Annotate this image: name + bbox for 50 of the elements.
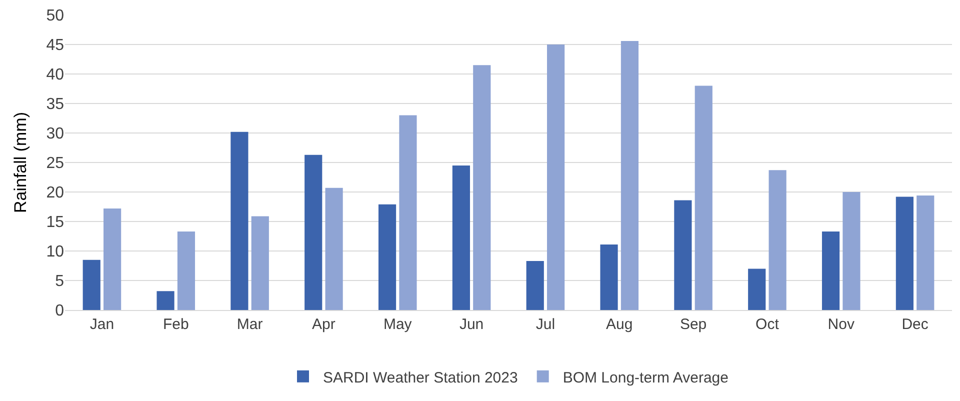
x-tick-label: Sep [680,316,707,333]
y-tick-label: 20 [46,184,64,202]
bar [822,232,840,310]
bar [526,261,544,310]
bar [156,291,174,310]
x-tick-label: Apr [312,316,336,333]
y-tick-label: 30 [46,126,64,143]
bar [399,115,417,310]
y-axis-title: Rainfall (mm) [10,112,30,214]
y-tick-label: 15 [46,214,64,232]
bar [600,244,618,310]
bar [694,86,712,310]
bar [748,268,766,310]
legend-label: SARDI Weather Station 2023 [323,369,518,386]
bar [473,65,491,310]
bar [452,165,470,310]
x-tick-label: Feb [162,316,189,333]
bar [177,232,196,310]
x-tick-label: Jun [459,316,484,333]
y-tick-label: 45 [46,37,64,54]
y-tick-label: 5 [55,273,64,290]
y-tick-label: 40 [46,66,64,84]
bar [230,132,248,310]
bar [325,188,343,310]
y-tick-label: 50 [46,8,64,25]
bar [896,196,914,310]
x-tick-label: Oct [756,316,780,333]
bar [104,208,122,310]
y-tick-label: 10 [46,244,64,261]
bar [620,40,639,310]
y-tick-label: 0 [55,302,64,320]
x-tick-label: Jan [90,316,114,333]
x-tick-label: Dec [902,316,929,333]
bar [304,154,322,310]
x-tick-label: Nov [828,316,855,333]
y-tick-label: 35 [46,96,64,114]
bar [768,170,786,310]
legend-label: BOM Long-term Average [562,369,728,386]
x-tick-label: May [383,316,412,333]
bar [547,44,565,310]
x-tick-label: Mar [236,316,263,333]
x-tick-label: Jul [536,316,556,333]
bar [251,216,269,310]
bar [82,260,100,310]
bar [842,192,860,310]
bar [674,200,692,310]
bar [916,196,934,310]
bar [378,204,396,310]
y-tick-label: 25 [46,155,64,172]
x-tick-label: Aug [606,316,633,333]
